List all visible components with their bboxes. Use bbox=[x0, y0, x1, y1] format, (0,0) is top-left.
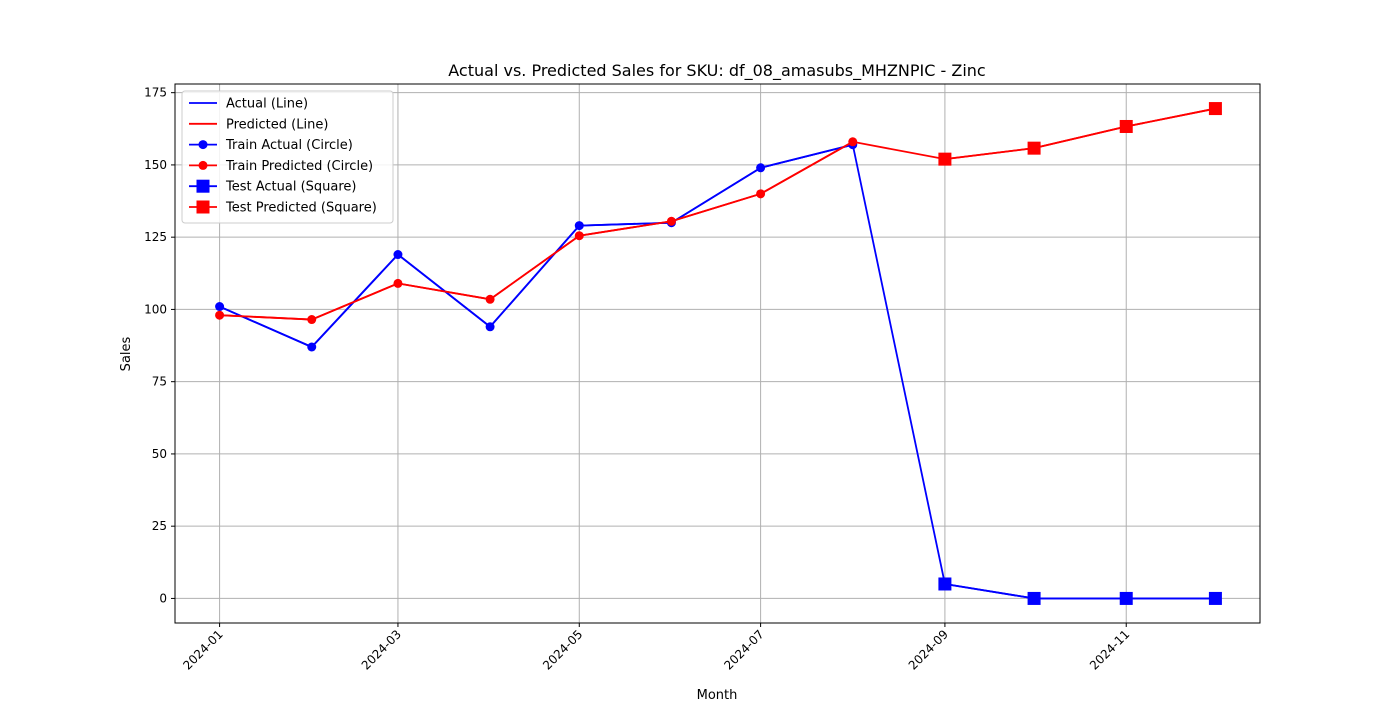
legend-label: Predicted (Line) bbox=[226, 117, 328, 132]
legend-label: Train Predicted (Circle) bbox=[225, 159, 373, 174]
train-predicted-circle-connector bbox=[219, 141, 854, 321]
train-predicted-circle-point bbox=[756, 189, 766, 199]
test-actual-square-point bbox=[938, 577, 952, 591]
x-tick-label: 2024-01 bbox=[180, 627, 225, 672]
legend: Actual (Line) Predicted (Line) Train Actua… bbox=[181, 90, 394, 224]
test-predicted-square-point bbox=[1119, 119, 1133, 133]
test-actual-square-point bbox=[1027, 591, 1041, 605]
y-tick-label: 0 bbox=[159, 591, 167, 605]
test-predicted-square-point bbox=[1027, 141, 1041, 155]
chart-title: Actual vs. Predicted Sales for SKU: df_0… bbox=[448, 61, 985, 81]
train-actual-circle-point bbox=[393, 250, 403, 260]
test-actual-square-point bbox=[1208, 591, 1222, 605]
legend-box bbox=[181, 90, 394, 224]
x-tick-label: 2024-09 bbox=[906, 627, 951, 672]
plot-frame bbox=[174, 83, 1261, 624]
train-actual-circle-point bbox=[307, 342, 317, 352]
y-tick-label: 50 bbox=[152, 447, 167, 461]
train-actual-circle-connector bbox=[219, 143, 853, 349]
test-predicted-square-point bbox=[1208, 102, 1222, 116]
train-actual-circle-point bbox=[756, 163, 766, 173]
x-tick-label: 2024-07 bbox=[721, 627, 766, 672]
x-tick-label: 2024-11 bbox=[1087, 627, 1132, 672]
grid bbox=[175, 84, 1260, 623]
train-predicted-circle-point bbox=[666, 216, 676, 226]
legend-label: Test Predicted (Square) bbox=[225, 201, 377, 216]
legend-marker-test-actual-square bbox=[196, 179, 210, 193]
train-actual-circle-point bbox=[574, 221, 584, 231]
train-actual-circle-point bbox=[215, 302, 225, 312]
x-tick-label: 2024-05 bbox=[540, 627, 585, 672]
y-tick-label: 125 bbox=[144, 230, 167, 244]
legend-label: Actual (Line) bbox=[226, 97, 308, 112]
test-actual-square-connector bbox=[944, 583, 1216, 600]
y-tick-label: 150 bbox=[144, 158, 167, 172]
train-predicted-circle-point bbox=[393, 278, 403, 288]
legend-marker-train-predicted-circle bbox=[198, 160, 208, 170]
legend-label: Train Actual (Circle) bbox=[225, 138, 353, 153]
x-tick-label: 2024-03 bbox=[359, 627, 404, 672]
legend-label: Test Actual (Square) bbox=[225, 180, 357, 195]
y-tick-label: 25 bbox=[152, 519, 167, 533]
y-tick-label: 75 bbox=[152, 375, 167, 389]
train-predicted-circle-point bbox=[848, 137, 858, 147]
train-predicted-circle-point bbox=[574, 231, 584, 241]
y-axis-label: Sales bbox=[119, 336, 134, 371]
test-predicted-square-connector bbox=[944, 107, 1216, 161]
series-layer bbox=[215, 102, 1222, 605]
train-actual-circle-point bbox=[485, 322, 495, 332]
y-tick-label: 100 bbox=[144, 302, 167, 316]
legend-marker-train-actual-circle bbox=[198, 140, 208, 150]
legend-marker-test-predicted-square bbox=[196, 200, 210, 214]
x-axis-label: Month bbox=[697, 688, 738, 700]
test-actual-square-point bbox=[1119, 591, 1133, 605]
train-predicted-circle-point bbox=[307, 315, 317, 325]
train-predicted-circle-point bbox=[485, 294, 495, 304]
test-predicted-square-point bbox=[938, 152, 952, 166]
train-predicted-circle-point bbox=[215, 310, 225, 320]
y-tick-label: 175 bbox=[144, 86, 167, 100]
